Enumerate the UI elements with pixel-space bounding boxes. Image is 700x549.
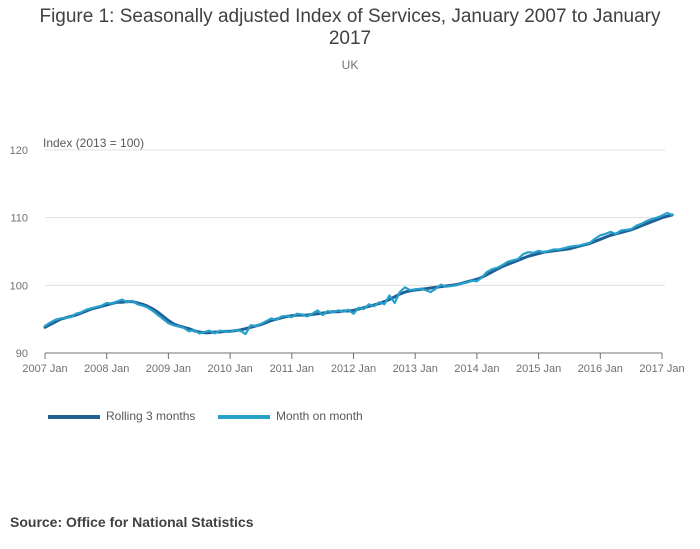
x-tick-label: 2014 Jan: [454, 363, 499, 375]
axes: 90 100 110 120 2007 Jan 2008 Jan 2009 Jan 2010 …: [10, 145, 685, 375]
chart-title: Figure 1: Seasonally adjusted Index of S…: [39, 6, 661, 49]
source-note: Source: Office for National Statistics: [10, 514, 254, 530]
x-tick-label: 2015 Jan: [516, 363, 561, 375]
y-axis-label: Index (2013 = 100): [43, 136, 144, 150]
series-lines: [43, 211, 674, 336]
y-tick-label: 100: [10, 280, 28, 292]
x-tick-label: 2013 Jan: [393, 363, 438, 375]
series-line-monthly[interactable]: [43, 211, 674, 336]
legend-swatch-monthly: [218, 415, 270, 419]
x-tick-label: 2007 Jan: [22, 363, 67, 375]
x-tick-label: 2012 Jan: [331, 363, 376, 375]
legend-label-rolling: Rolling 3 months: [106, 409, 196, 423]
gridlines: [45, 149, 665, 286]
chart-subtitle: UK: [341, 58, 359, 72]
x-tick-label: 2011 Jan: [270, 363, 314, 375]
x-tick-label: 2016 Jan: [578, 363, 623, 375]
y-tick-label: 90: [16, 348, 28, 360]
y-tick-label: 110: [10, 213, 28, 225]
x-tick-label: 2008 Jan: [84, 363, 129, 375]
series-line-rolling[interactable]: [43, 213, 674, 335]
x-tick-label: 2010 Jan: [207, 363, 252, 375]
legend-label-monthly: Month on month: [276, 409, 363, 423]
x-tick-label: 2009 Jan: [146, 363, 191, 375]
x-tick-label: 2017 Jan: [639, 363, 684, 375]
legend-swatch-rolling: [48, 415, 100, 419]
y-tick-label: 120: [10, 145, 28, 157]
